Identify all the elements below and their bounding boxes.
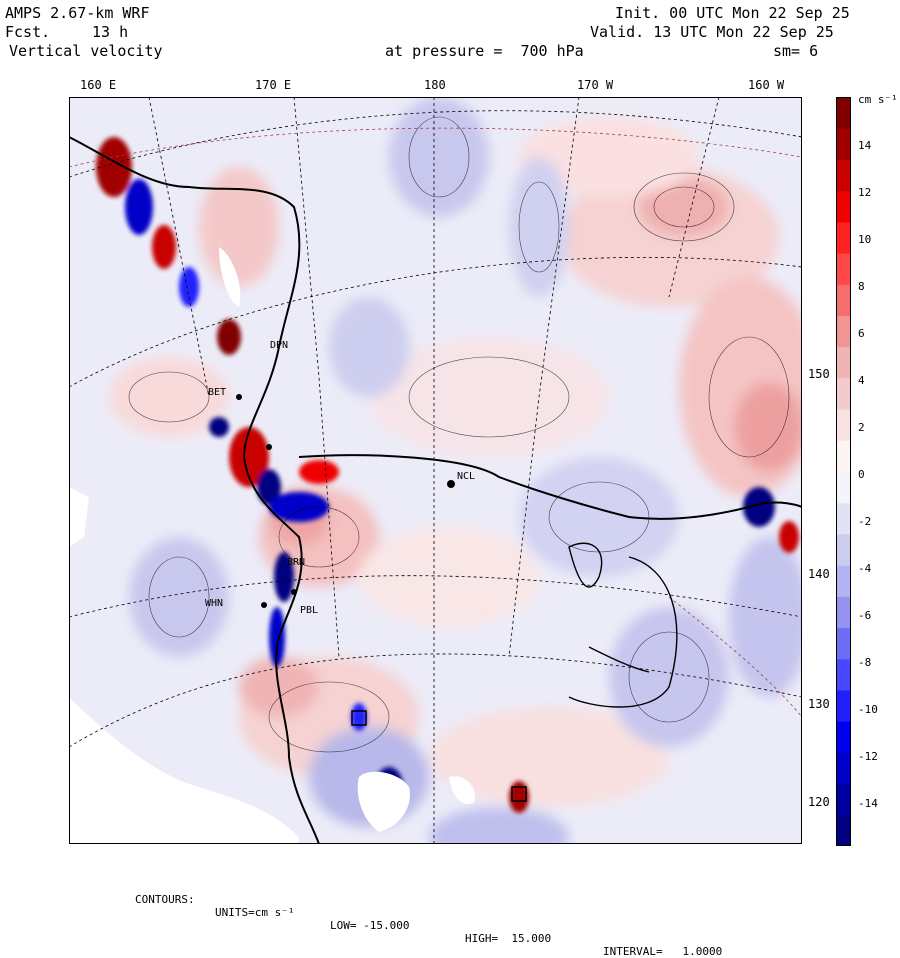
station-label-ncl: NCL <box>457 471 476 482</box>
graticule <box>69 97 802 844</box>
station-label-dpn: DPN <box>270 340 289 351</box>
colorbar-tick-label: -12 <box>858 750 878 763</box>
lon-label-160e: 160 E <box>80 78 117 92</box>
smoothing-label: sm= 6 <box>773 42 819 60</box>
colorbar-units: cm s⁻¹ <box>858 93 898 106</box>
contours-interval: INTERVAL= 1.0000 <box>603 945 723 958</box>
forecast-label: Fcst. <box>5 23 51 41</box>
colorbar-swatch <box>836 190 851 223</box>
contour-lines <box>128 116 790 753</box>
field-name: Vertical velocity <box>9 42 163 60</box>
colorbar-tick-label: -4 <box>858 562 872 575</box>
colorbar-tick-label: 14 <box>858 139 872 152</box>
colorbar-swatch <box>836 627 851 660</box>
grounding-line <box>568 542 678 708</box>
station-label-pbl: PBL <box>300 605 319 616</box>
lon-label-180: 180 <box>424 78 446 92</box>
colorbar-swatch <box>836 565 851 597</box>
map-frame <box>69 97 802 844</box>
colorbar-swatch <box>836 221 851 254</box>
colorbar-tick-label: -14 <box>858 797 878 810</box>
colorbar-swatch <box>836 377 851 410</box>
colorbar-swatch <box>836 253 851 285</box>
colorbar-tick-label: 8 <box>858 280 865 293</box>
colorbar-swatch <box>836 471 851 504</box>
colorbar-tick-label: 2 <box>858 421 865 434</box>
colorbar-tick-label: -10 <box>858 703 878 716</box>
model-title: AMPS 2.67-km WRF <box>5 4 150 22</box>
colorbar-swatch <box>836 689 851 722</box>
colorbar-swatch <box>836 814 851 846</box>
lon-label-160w: 160 W <box>748 78 785 92</box>
colorbar-tick-label: -2 <box>858 515 872 528</box>
colorbar-frame <box>836 97 851 846</box>
colorbar-swatch <box>836 159 851 192</box>
contours-units: UNITS=cm s⁻¹ <box>215 906 295 919</box>
station-label-bet: BET <box>208 387 227 398</box>
colorbar-tick-label: 4 <box>858 374 865 387</box>
colorbar-swatch <box>836 596 851 629</box>
colorbar-swatch <box>836 752 851 785</box>
colorbar-tick-label: 0 <box>858 468 865 481</box>
valid-time: Valid. 13 UTC Mon 22 Sep 25 <box>590 23 834 41</box>
lon-label-170e: 170 E <box>255 78 292 92</box>
station-label-brn: BRN <box>287 557 306 568</box>
pressure-level: at pressure = 700 hPa <box>385 42 584 60</box>
colorbar-swatch <box>836 658 851 691</box>
init-time: Init. 00 UTC Mon 22 Sep 25 <box>615 4 850 22</box>
vertical-velocity-map <box>69 97 802 844</box>
grid-lines-secondary <box>69 127 802 718</box>
colorbar-swatch <box>836 97 851 129</box>
colorbar-swatch <box>836 346 851 379</box>
colorbar-swatch <box>836 533 851 566</box>
colorbar-swatch <box>836 284 851 316</box>
colorbar-tick-label: 10 <box>858 233 872 246</box>
contour-info: CONTOURS: UNITS=cm s⁻¹ LOW= -15.000 HIGH… <box>0 880 900 958</box>
forecast-hour: 13 h <box>92 23 129 41</box>
colorbar <box>836 97 851 846</box>
colorbar-swatch <box>836 409 851 441</box>
colorbar-swatch <box>836 315 851 348</box>
station-markers <box>236 394 527 802</box>
colorbar-tick-label: 12 <box>858 186 872 199</box>
colorbar-tick-label: -8 <box>858 656 872 669</box>
colorbar-swatch <box>836 721 851 753</box>
lon-label-170w: 170 W <box>577 78 614 92</box>
below-ground-mask <box>69 247 475 844</box>
coastline <box>69 136 802 844</box>
colorbar-swatch <box>836 128 851 160</box>
colorbar-swatch <box>836 440 851 472</box>
colorbar-tick-label: -6 <box>858 609 872 622</box>
lat-label-150w: 150 W <box>808 367 845 381</box>
contours-low: LOW= -15.000 <box>330 919 410 932</box>
colorbar-tick-label: 6 <box>858 327 865 340</box>
station-label-whn: WHN <box>205 598 224 609</box>
colorbar-swatch <box>836 783 851 816</box>
contours-high: HIGH= 15.000 <box>465 932 552 945</box>
colorbar-swatch <box>836 502 851 535</box>
